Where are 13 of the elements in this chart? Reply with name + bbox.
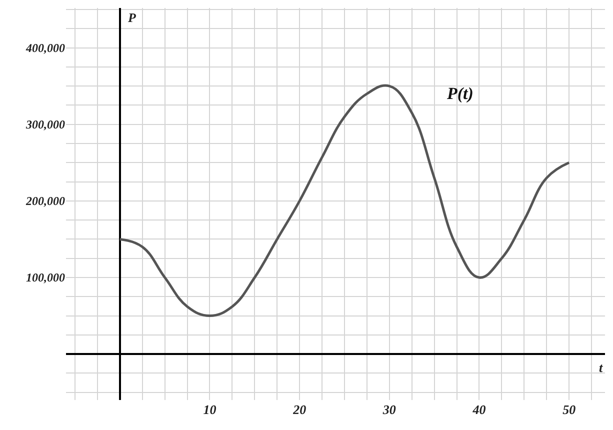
y-axis-title: P: [128, 10, 137, 25]
y-tick-label: 400,000: [25, 41, 65, 56]
x-tick-label: 40: [472, 402, 486, 417]
x-tick-label: 50: [562, 402, 576, 417]
line-series: [118, 84, 570, 318]
y-tick-label: 300,000: [25, 118, 65, 132]
x-tick-label: 10: [203, 402, 217, 417]
x-axis-title: t: [599, 360, 603, 375]
x-tick-label: 30: [382, 402, 396, 417]
text: P(t): [446, 84, 474, 103]
x-tick-label: 20: [292, 402, 307, 417]
y-tick-label: 200,000: [25, 194, 65, 208]
y-tick-label: 100,000: [26, 270, 65, 285]
